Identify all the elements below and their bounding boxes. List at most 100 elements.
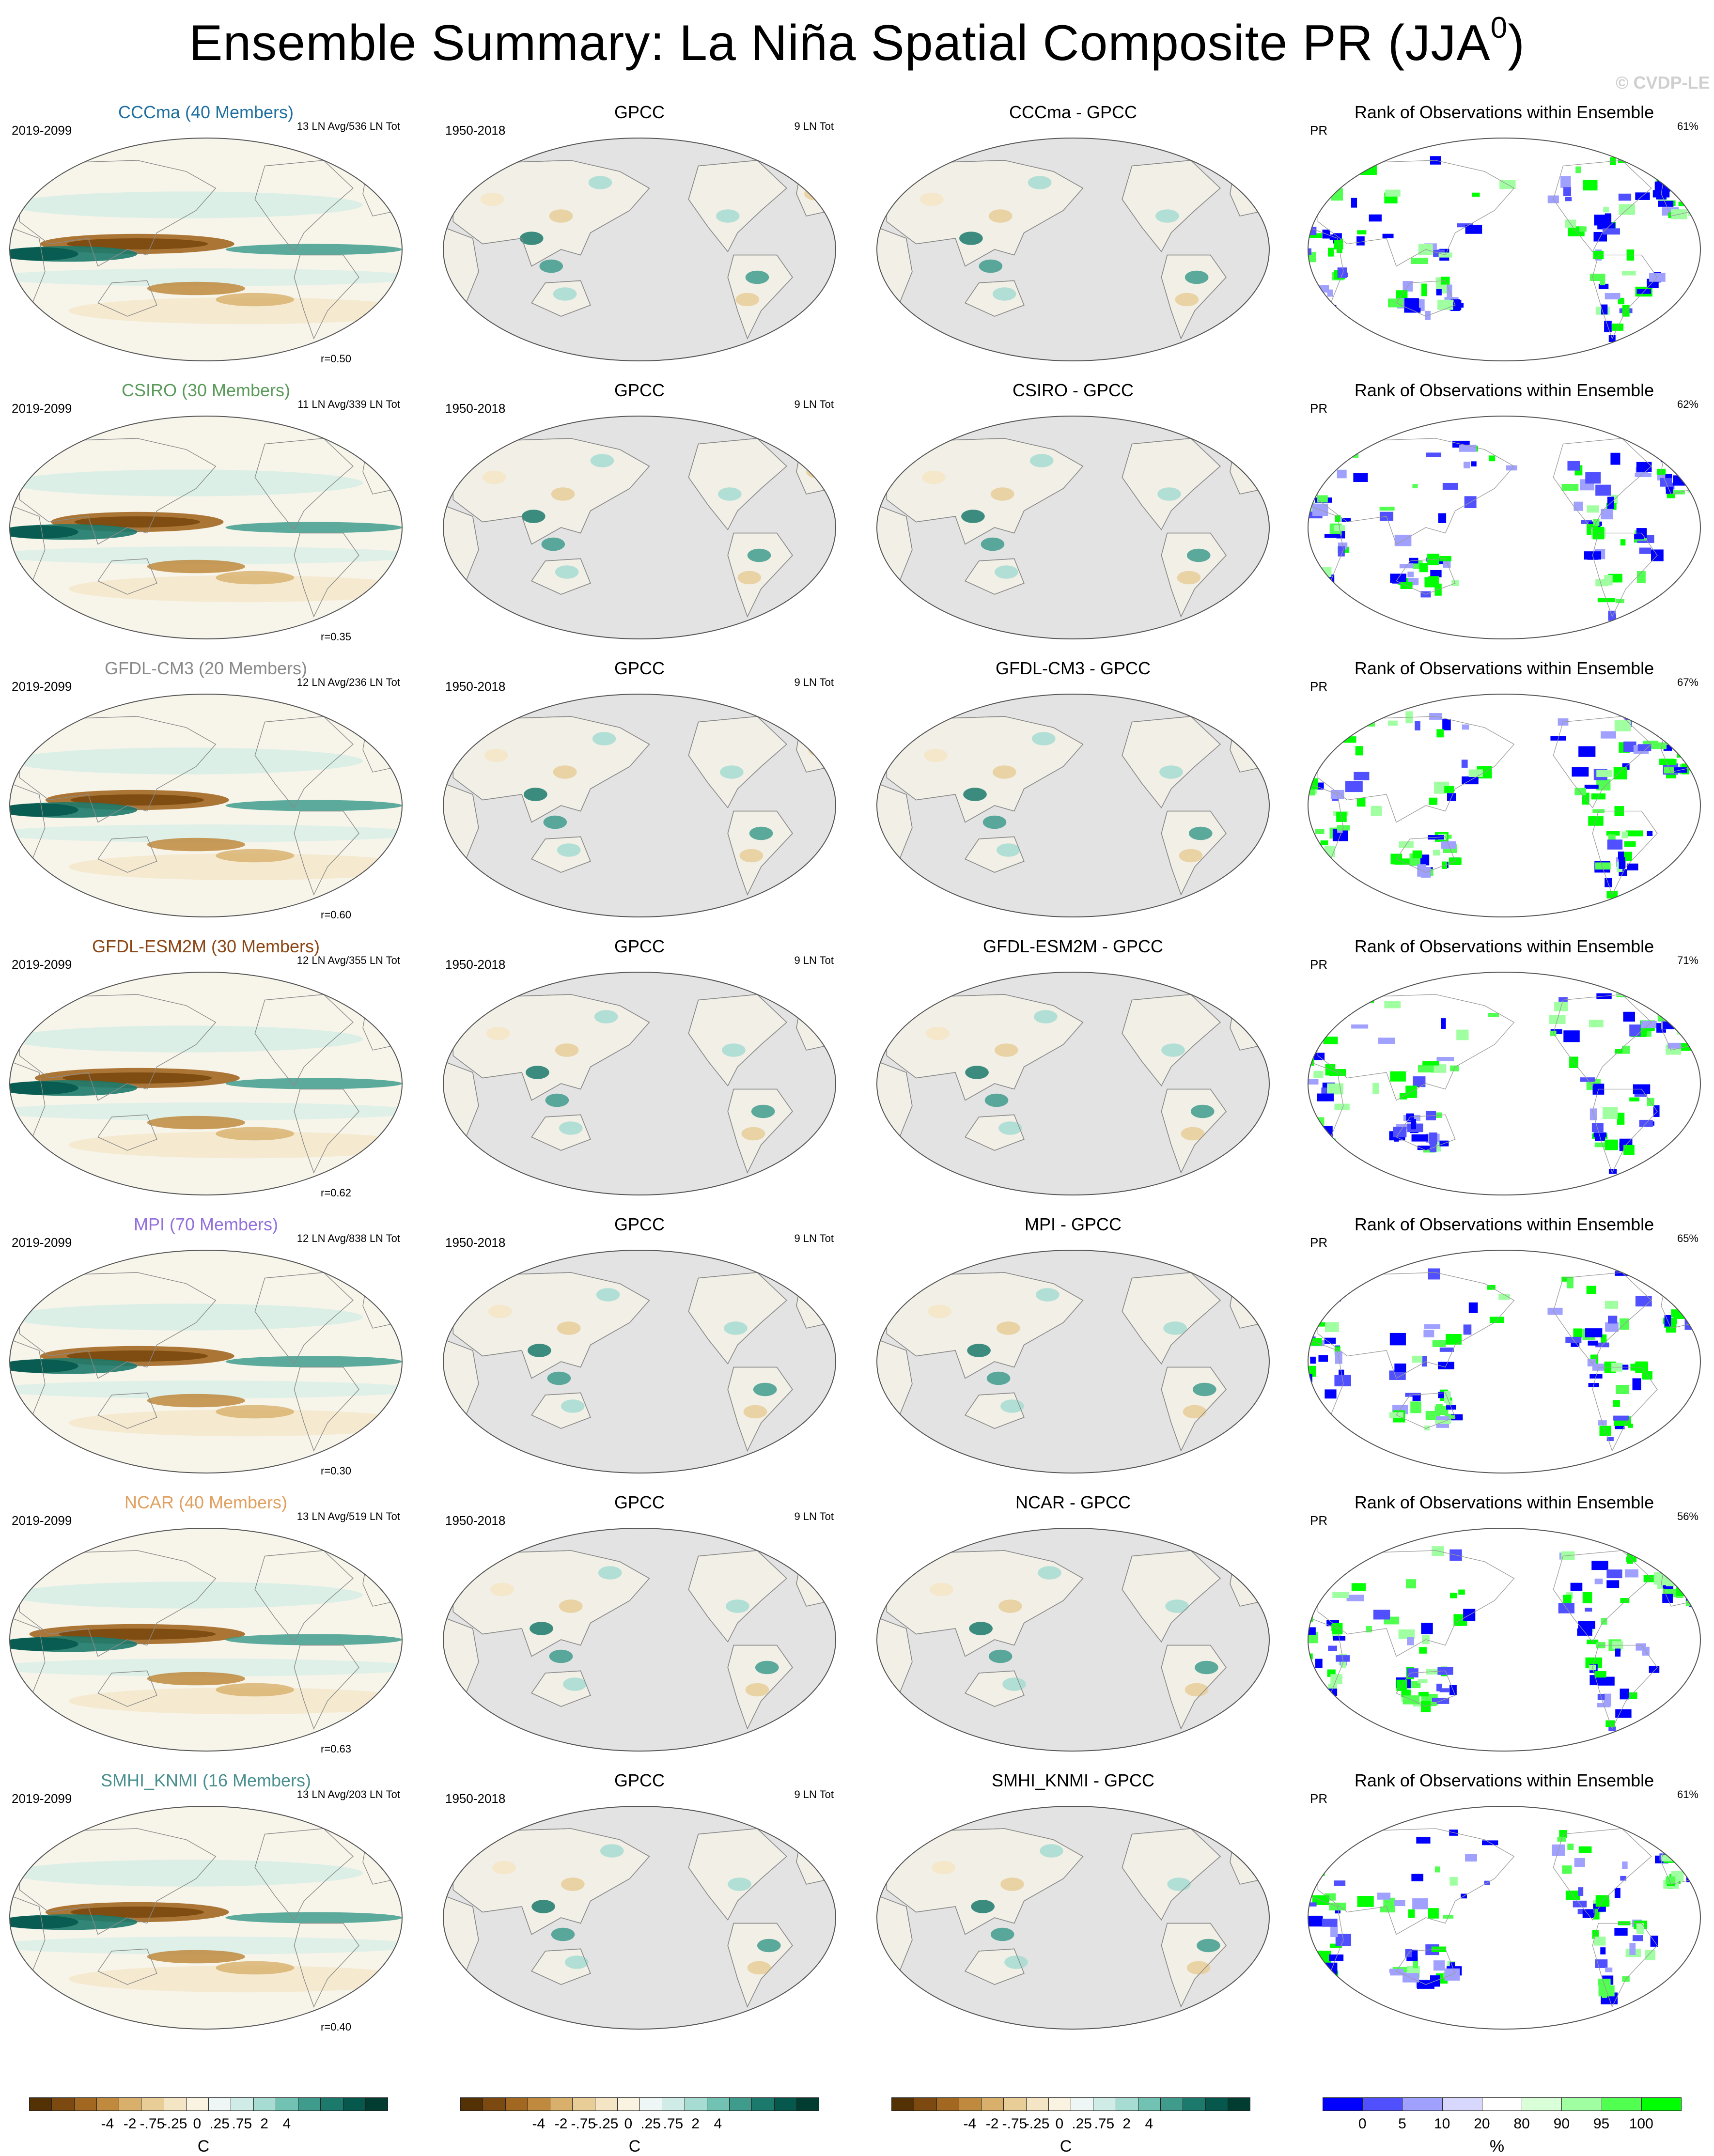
colorbar-swatch [572, 2097, 595, 2111]
colorbar-unit: C [628, 2137, 641, 2156]
colorbar-tick-label: 0 [624, 2116, 633, 2132]
period-label: 1950-2018 [445, 957, 506, 972]
panel-model-map: r=0.30 MPI (70 Members) 2019-2099 12 LN Avg… [5, 1214, 407, 1485]
colorbar-tick-label: 2 [260, 2116, 268, 2132]
colorbar-swatch [275, 2097, 298, 2111]
colorbar-swatch [1205, 2097, 1228, 2111]
colorbar-swatch [298, 2097, 321, 2111]
globe-map [1308, 694, 1701, 917]
colorbar-swatch [1003, 2097, 1027, 2111]
colorbar-swatch [1093, 2097, 1116, 2111]
panel-obs-map: GPCC 1950-2018 9 LN Tot [438, 658, 841, 929]
globe-map [443, 138, 836, 361]
percent-label: 61% [1677, 120, 1698, 132]
colorbar-swatch [231, 2097, 254, 2111]
panel-title: MPI - GPCC [1024, 1214, 1122, 1234]
colorbar-swatch [1522, 2097, 1562, 2111]
colorbar-tick-label: -.25 [162, 2116, 187, 2132]
percent-label: 65% [1677, 1232, 1698, 1244]
globe-map [1308, 1528, 1701, 1752]
correlation-label: r=0.40 [321, 2021, 351, 2033]
colorbar-tick-label: 95 [1593, 2116, 1610, 2132]
ln-info-label: 9 LN Tot [794, 676, 834, 688]
panel-diff-map: CSIRO - GPCC [872, 380, 1274, 651]
colorbar-tick-label: -2 [554, 2116, 568, 2132]
colorbar-swatch [1561, 2097, 1602, 2111]
colorbar-tick-label: .75 [1094, 2116, 1115, 2132]
panel-title: Rank of Observations within Ensemble [1354, 658, 1654, 678]
panel-rank-map: Rank of Observations within Ensemble PR 56… [1303, 1492, 1705, 1763]
panel-diff-map: GFDL-ESM2M - GPCC [872, 936, 1274, 1207]
panel-title: SMHI_KNMI (16 Members) [100, 1770, 312, 1790]
colorbar-swatch [186, 2097, 209, 2111]
colorbar-swatch [891, 2097, 915, 2111]
period-label: 1950-2018 [445, 1791, 506, 1806]
colorbar-swatch [1115, 2097, 1138, 2111]
colorbar-swatch [1227, 2097, 1250, 2111]
panel-rank-map: Rank of Observations within Ensemble PR 65… [1303, 1214, 1705, 1485]
panel-title: Rank of Observations within Ensemble [1354, 1214, 1654, 1234]
globe-map [443, 972, 836, 1195]
colorbar-swatch [1160, 2097, 1184, 2111]
colorbar-tick-label: -4 [963, 2116, 977, 2132]
colorbar-swatch [796, 2097, 819, 2111]
globe-map [1308, 416, 1701, 639]
panel-title: GPCC [614, 1770, 665, 1790]
colorbar-tick-label: -2 [123, 2116, 137, 2132]
panel-diff-map: SMHI_KNMI - GPCC [872, 1770, 1274, 2041]
panel-title: MPI (70 Members) [133, 1214, 279, 1234]
percent-label: 62% [1677, 398, 1698, 410]
globe-map [876, 1528, 1270, 1752]
panel-model-map: r=0.62 GFDL-ESM2M (30 Members) 2019-2099 12… [5, 936, 407, 1207]
globe-map [876, 972, 1270, 1195]
ln-info-label: 12 LN Avg/355 LN Tot [296, 954, 400, 966]
panel-diff-map: NCAR - GPCC [872, 1492, 1274, 1763]
colorbar-swatch [706, 2097, 730, 2111]
colorbar-swatch [320, 2097, 343, 2111]
variable-label: PR [1310, 679, 1328, 694]
globe-map [9, 416, 403, 639]
ln-info-label: 9 LN Tot [794, 954, 834, 966]
colorbar-swatch [617, 2097, 640, 2111]
colorbar-swatch [483, 2097, 506, 2111]
panel-model-map: r=0.63 NCAR (40 Members) 2019-2099 13 LN Av… [5, 1492, 407, 1763]
colorbar-tick-label: -.75 [140, 2116, 165, 2132]
panel-title: Rank of Observations within Ensemble [1354, 1492, 1654, 1512]
globe-map [1308, 138, 1701, 361]
globe-map [876, 1250, 1270, 1474]
globe-map [876, 138, 1270, 361]
colorbar-swatch [1137, 2097, 1161, 2111]
panel-obs-map: GPCC 1950-2018 9 LN Tot [438, 1492, 841, 1763]
panel-title: GFDL-CM3 - GPCC [995, 658, 1151, 678]
colorbar-swatch [1402, 2097, 1443, 2111]
globe-map [1308, 972, 1701, 1195]
colorbar-tick-label: 0 [193, 2116, 202, 2132]
ln-info-label: 9 LN Tot [794, 1510, 834, 1522]
colorbar-tick-label: 4 [1145, 2116, 1153, 2132]
colorbar-unit: % [1489, 2137, 1505, 2156]
panel-obs-map: GPCC 1950-2018 9 LN Tot [438, 1214, 841, 1485]
title-superscript: 0 [1490, 11, 1508, 45]
variable-label: PR [1310, 1235, 1328, 1250]
panel-model-map: r=0.35 CSIRO (30 Members) 2019-2099 11 LN A… [5, 380, 407, 651]
period-label: 1950-2018 [445, 123, 506, 138]
period-label: 2019-2099 [12, 1791, 72, 1806]
panel-obs-map: GPCC 1950-2018 9 LN Tot [438, 102, 841, 373]
colorbar-tick-label: -.25 [1024, 2116, 1050, 2132]
panel-title: GPCC [614, 1214, 665, 1234]
variable-label: PR [1310, 401, 1328, 416]
globe-map [9, 138, 403, 361]
percent-label: 56% [1677, 1510, 1698, 1522]
colorbar-swatch [1641, 2097, 1682, 2111]
colorbar-tick-label: -4 [101, 2116, 114, 2132]
percent-label: 67% [1677, 676, 1698, 688]
period-label: 2019-2099 [12, 957, 72, 972]
panel-title: GFDL-ESM2M - GPCC [982, 936, 1164, 956]
ln-info-label: 9 LN Tot [794, 1788, 834, 1800]
colorbar-swatch [253, 2097, 276, 2111]
panel-rank-map: Rank of Observations within Ensemble PR 71… [1303, 936, 1705, 1207]
correlation-label: r=0.60 [321, 909, 351, 921]
panel-diff-map: GFDL-CM3 - GPCC [872, 658, 1274, 929]
colorbar-tick-label: 20 [1474, 2116, 1490, 2132]
period-label: 2019-2099 [12, 679, 72, 694]
